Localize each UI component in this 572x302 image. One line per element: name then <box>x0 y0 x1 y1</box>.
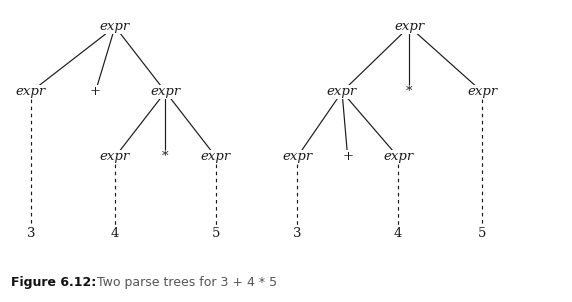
Text: expr: expr <box>100 20 130 33</box>
Text: expr: expr <box>467 85 497 98</box>
Text: 4: 4 <box>394 227 402 240</box>
Text: expr: expr <box>16 85 46 98</box>
Text: expr: expr <box>150 85 181 98</box>
Text: 3: 3 <box>27 227 35 240</box>
Text: Figure 6.12:: Figure 6.12: <box>11 276 97 289</box>
Text: 3: 3 <box>293 227 301 240</box>
Text: expr: expr <box>394 20 424 33</box>
Text: 5: 5 <box>212 227 220 240</box>
Text: +: + <box>90 85 101 98</box>
Text: expr: expr <box>282 150 312 163</box>
Text: *: * <box>406 85 412 98</box>
Text: expr: expr <box>201 150 231 163</box>
Text: expr: expr <box>383 150 413 163</box>
Text: 4: 4 <box>111 227 119 240</box>
Text: 5: 5 <box>478 227 486 240</box>
Text: expr: expr <box>100 150 130 163</box>
Text: +: + <box>342 150 353 163</box>
Text: expr: expr <box>327 85 357 98</box>
Text: *: * <box>162 150 169 163</box>
Text: Two parse trees for 3 + 4 * 5: Two parse trees for 3 + 4 * 5 <box>93 276 277 289</box>
